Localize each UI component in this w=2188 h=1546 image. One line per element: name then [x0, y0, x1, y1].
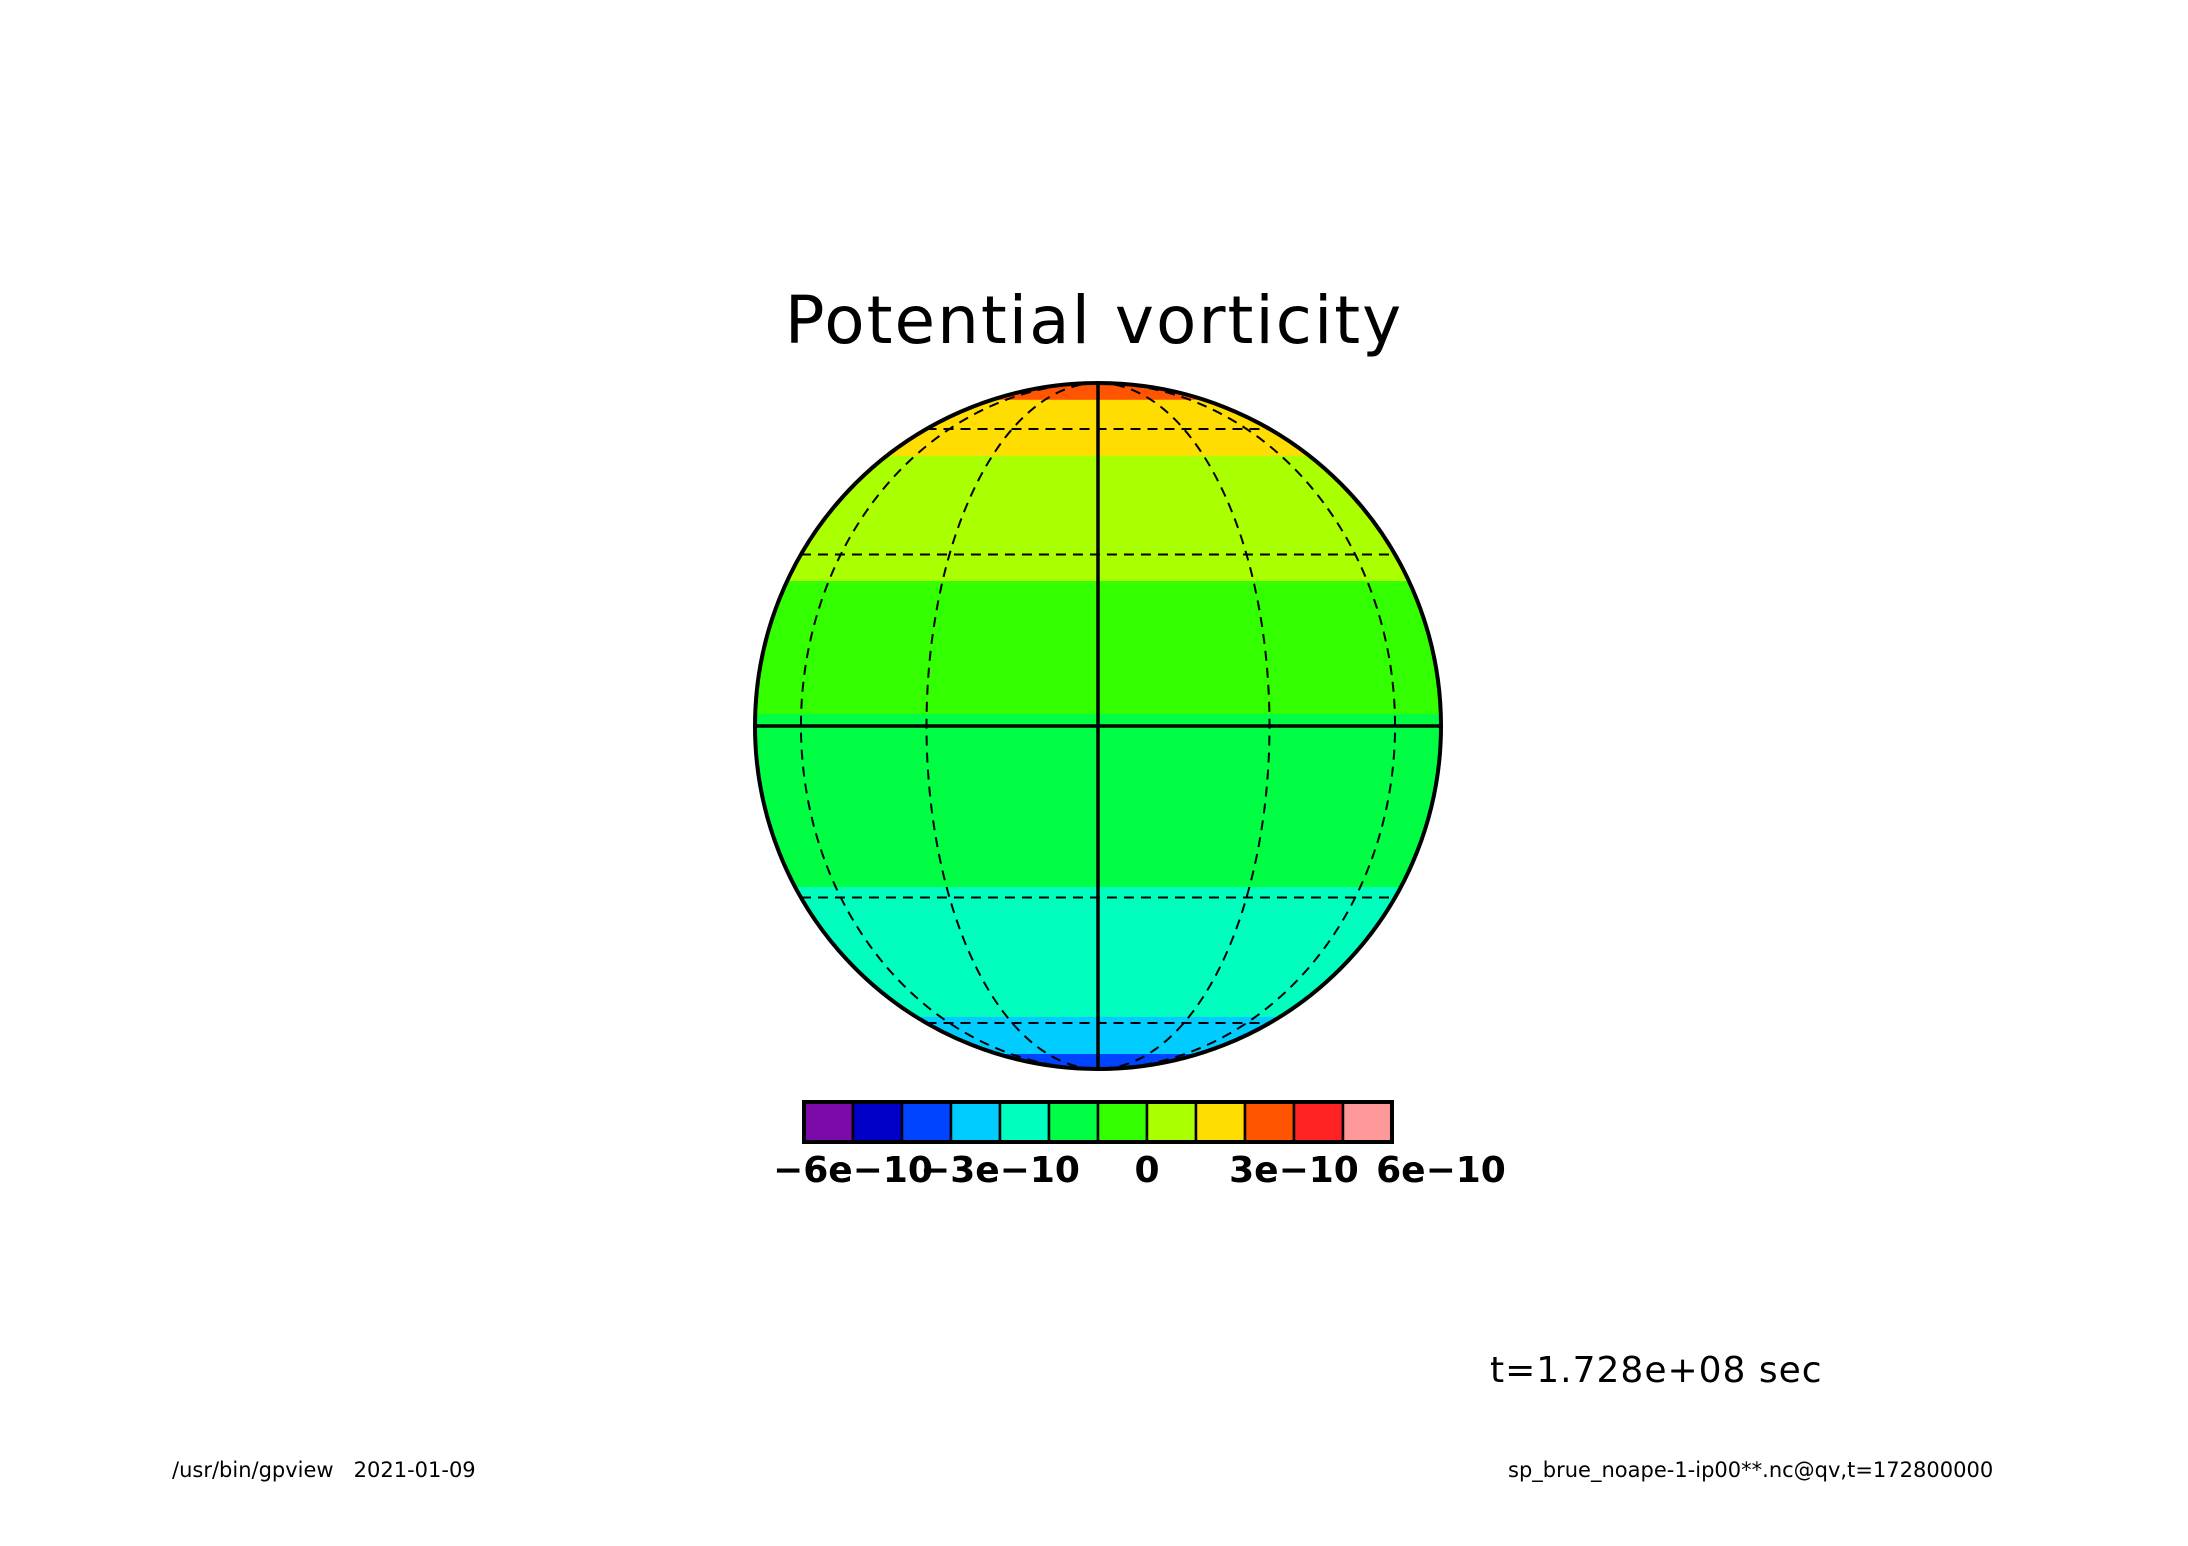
- meridian-60: [1097, 383, 1397, 1069]
- time-label: t=1.728e+08 sec: [1490, 1350, 1823, 1391]
- colorbar-swatch-7: [1145, 1100, 1198, 1144]
- colorbar-tick-label: −6e−10: [773, 1150, 933, 1191]
- globe-outline: [753, 381, 1443, 1071]
- colorbar: [802, 1100, 1394, 1144]
- colorbar-swatch-6: [1096, 1100, 1149, 1144]
- colorbar-swatch-1: [851, 1100, 904, 1144]
- colorbar-swatch-10: [1292, 1100, 1345, 1144]
- colorbar-frame: [802, 1100, 1394, 1144]
- colorbar-swatch-2: [900, 1100, 953, 1144]
- colorbar-tick-label: 6e−10: [1376, 1150, 1506, 1191]
- colorbar-swatch-8: [1194, 1100, 1247, 1144]
- colorbar-swatch-11: [1341, 1100, 1394, 1144]
- colorbar-tick-label: 3e−10: [1229, 1150, 1359, 1191]
- colorbar-swatch-3: [949, 1100, 1002, 1144]
- footer-source-file: sp_brue_noape-1-ip00**.nc@qv,t=172800000: [1508, 1458, 1994, 1482]
- colorbar-swatch-0: [802, 1100, 855, 1144]
- meridian--60: [799, 383, 1099, 1069]
- colorbar-swatch-9: [1243, 1100, 1296, 1144]
- colorbar-tick-label: −3e−10: [920, 1150, 1080, 1191]
- colorbar-tick-label: 0: [1134, 1150, 1160, 1191]
- colorbar-swatch-5: [1047, 1100, 1100, 1144]
- chart-title: Potential vorticity: [784, 282, 1404, 359]
- footer-program-date: /usr/bin/gpview 2021-01-09: [172, 1458, 476, 1482]
- colorbar-swatch-4: [998, 1100, 1051, 1144]
